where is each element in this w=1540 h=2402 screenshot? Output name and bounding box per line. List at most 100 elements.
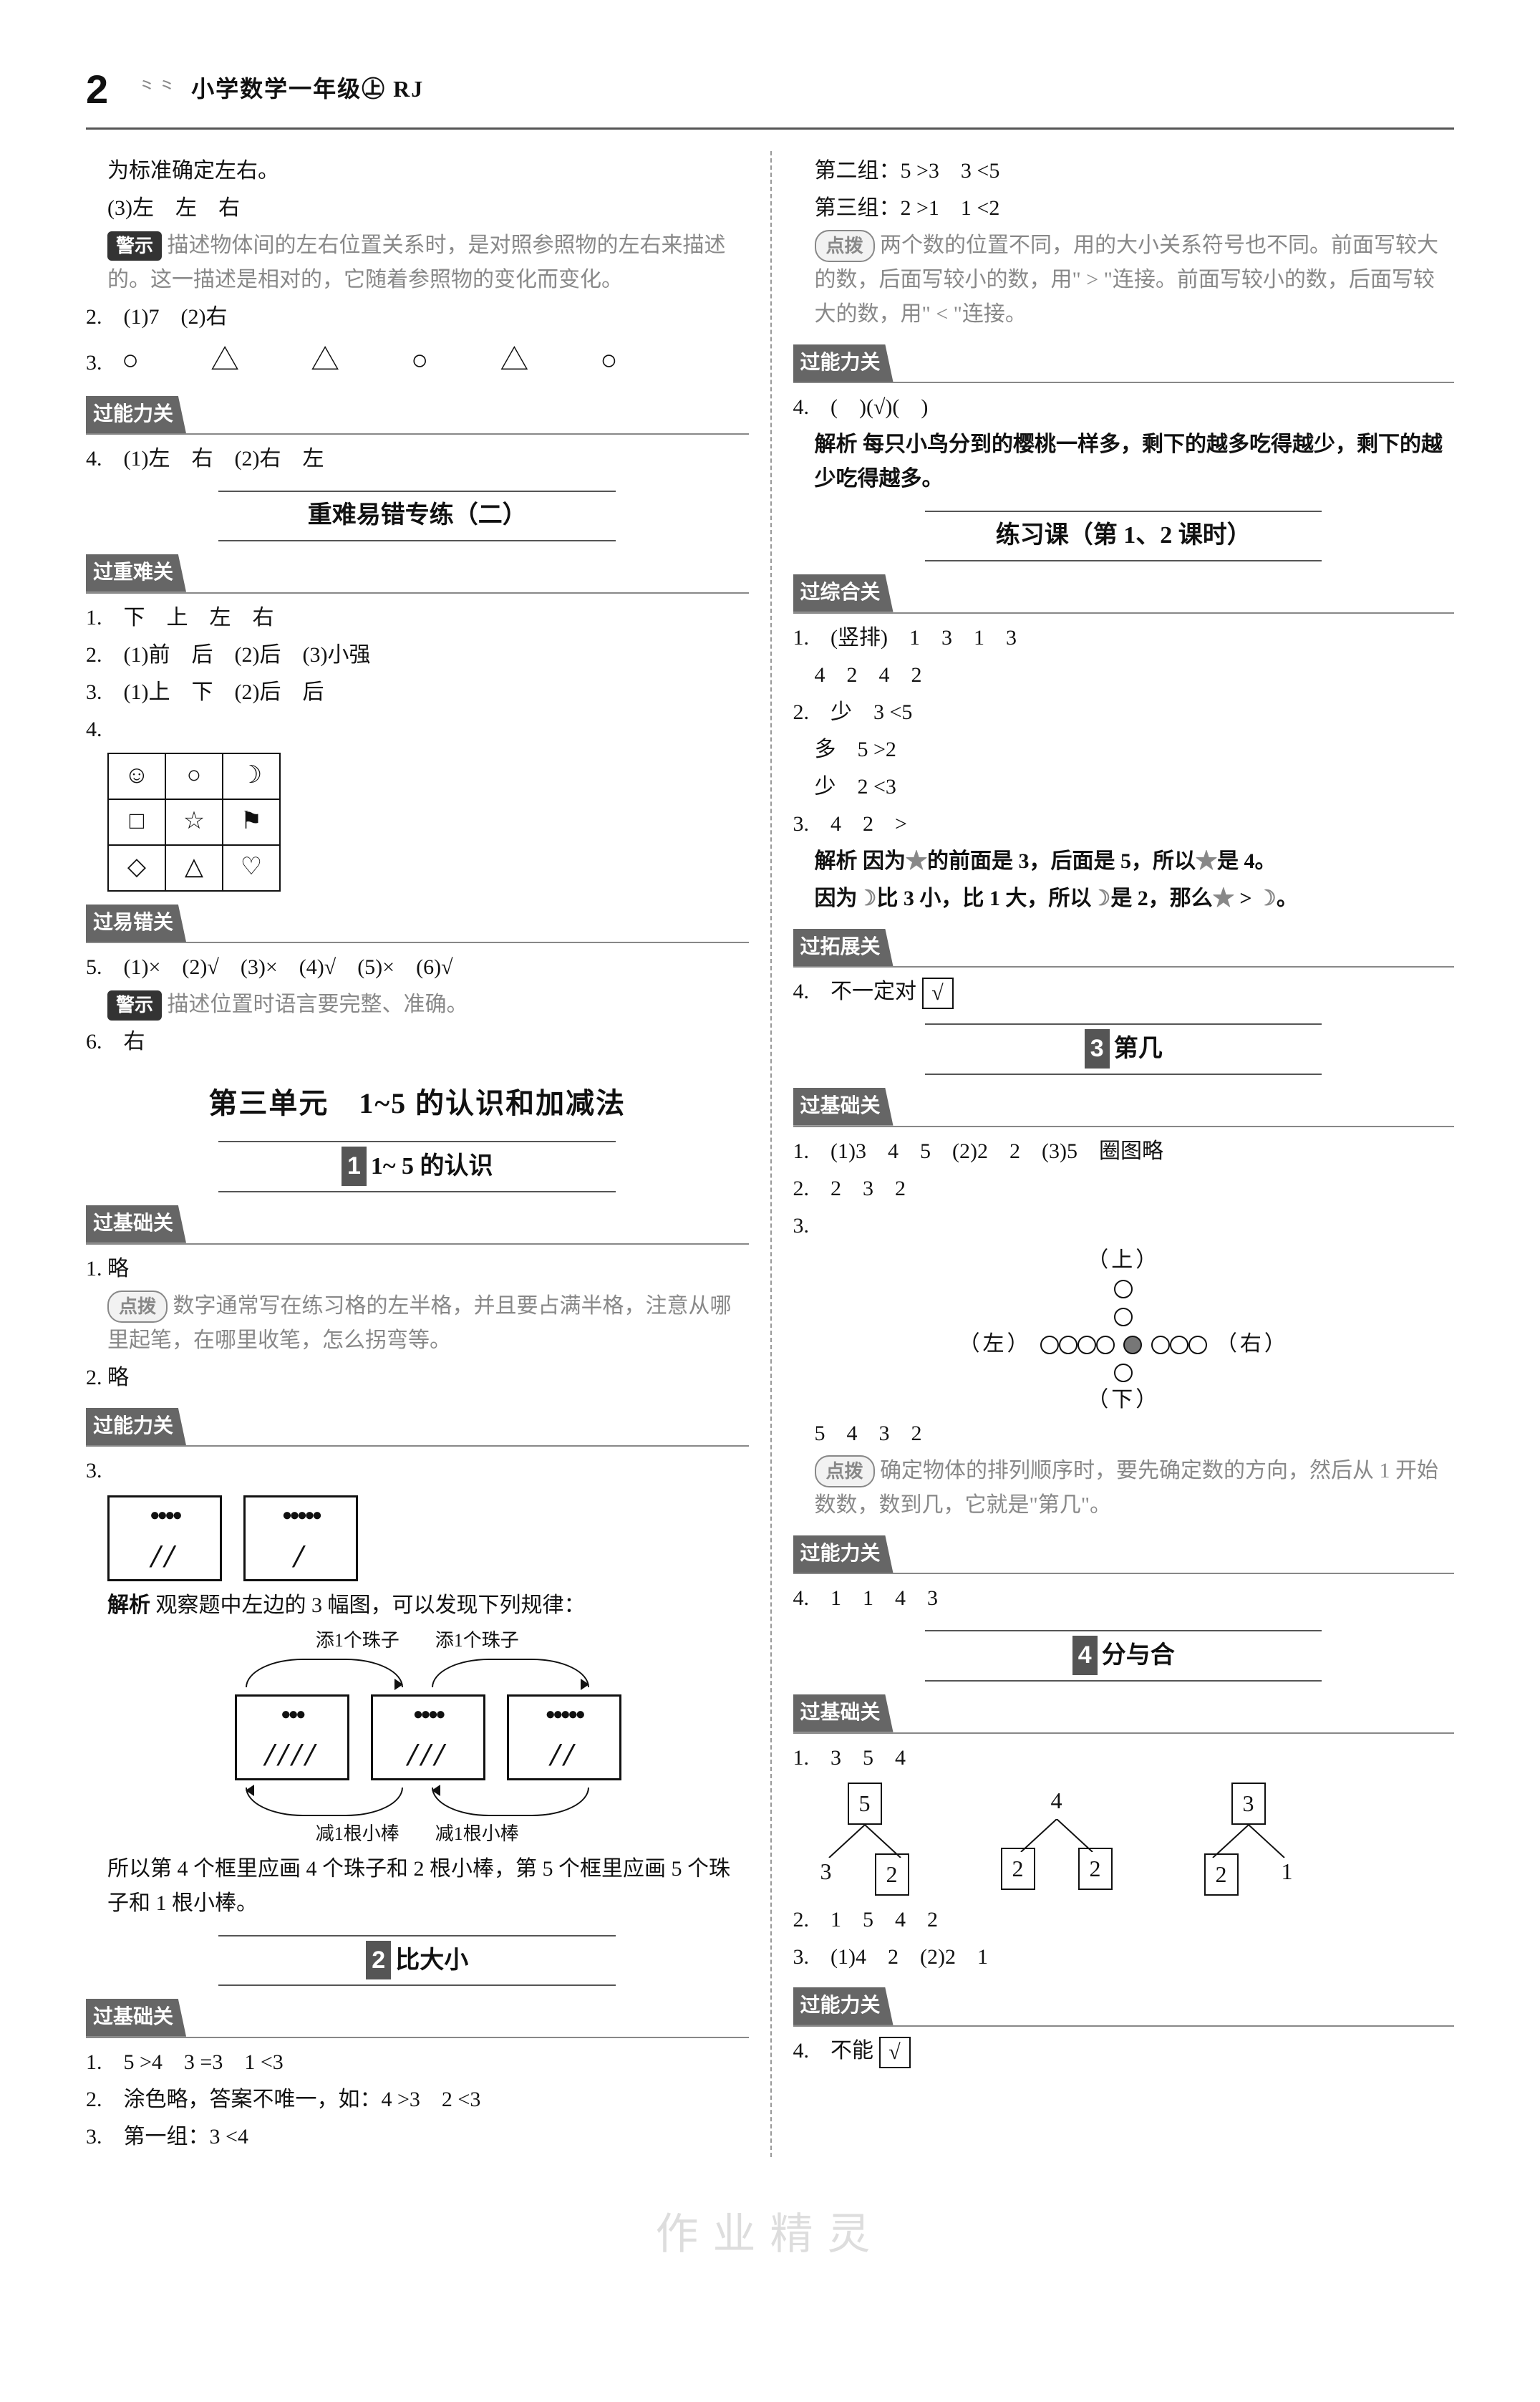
- text-line: 多 5 >2: [793, 733, 1455, 767]
- section-num: 4: [1072, 1636, 1098, 1674]
- q3-prefix: 3.: [86, 1459, 102, 1482]
- abacus-frame: ●●●////: [235, 1694, 349, 1780]
- text-line: 4. 1 1 4 3: [793, 1581, 1455, 1616]
- text-line: 少 2 <3: [793, 770, 1455, 804]
- page-number: 2: [86, 57, 108, 122]
- warn-text: 描述位置时语言要完整、准确。: [168, 993, 468, 1016]
- text-line: 1. (1)3 4 5 (2)2 2 (3)5 圈图略: [793, 1134, 1455, 1169]
- text-line: 4. (1)左 右 (2)右 左: [86, 442, 749, 476]
- unit-title: 第三单元 1~5 的认识和加减法: [86, 1081, 749, 1127]
- text-line: 2. (1)7 (2)右: [86, 300, 749, 334]
- text-line: 第二组：5 >3 3 <5: [793, 154, 1455, 188]
- text-line: 为标准确定左右。: [86, 154, 749, 188]
- title-cuolian: 重难易错专练（二）: [218, 491, 616, 541]
- q4-prefix: 4.: [86, 718, 102, 741]
- abacus-frame: ●●●●● /: [243, 1495, 358, 1581]
- text-line: 1. 3 5 4: [793, 1741, 1455, 1775]
- tip-badge: 点拨: [815, 1455, 875, 1488]
- section-tab-base: 过基础关: [793, 1694, 894, 1732]
- text-line: 4. ( )(√)( ): [793, 390, 1455, 425]
- analysis-label: 解析: [815, 849, 858, 873]
- tip-block: 点拨 确定物体的排列顺序时，要先确定数的方向，然后从 1 开始数数，数到几，它就…: [793, 1454, 1455, 1523]
- text-line: 1. 下 上 左 右: [86, 601, 749, 635]
- arc-arrow-down: [246, 1788, 403, 1816]
- section-num: 2: [366, 1941, 391, 1979]
- section-tab-ability: 过能力关: [793, 1987, 894, 2025]
- abacus-question: 3. ●●●● // ●●●●● /: [86, 1454, 749, 1581]
- star-icon: ★: [1196, 849, 1217, 873]
- text-line: 所以第 4 个框里应画 4 个珠子和 2 根小棒，第 5 个框里应画 5 个珠子…: [86, 1852, 749, 1921]
- moon-icon: ☽: [858, 887, 877, 910]
- direction-diagram: （上） （左） （右） （下）: [793, 1246, 1455, 1414]
- tip-text: 数字通常写在练习格的左半格，并且要占满半格，注意从哪里起笔，在哪里收笔，怎么拐弯…: [107, 1294, 732, 1352]
- section-tab-easyerr: 过易错关: [86, 905, 186, 942]
- arc-arrow: [246, 1659, 403, 1687]
- analysis-label: 解析: [107, 1593, 150, 1617]
- tip-block: 点拨 数字通常写在练习格的左半格，并且要占满半格，注意从哪里起笔，在哪里收笔，怎…: [86, 1289, 749, 1358]
- section-title: 4分与合: [925, 1630, 1322, 1681]
- text-line: 3. (1)4 2 (2)2 1: [793, 1940, 1455, 1974]
- text-line: 2. 略: [86, 1361, 749, 1395]
- right-column: 第二组：5 >3 3 <5 第三组：2 >1 1 <2 点拨 两个数的位置不同，…: [770, 151, 1455, 2157]
- star-icon: ★: [1213, 887, 1234, 910]
- text-line: 1. 5 >4 3 =3 1 <3: [86, 2045, 749, 2080]
- checkbox-checked: √: [922, 978, 954, 1009]
- text-line: 1. (竖排) 1 3 1 3: [793, 621, 1455, 655]
- analysis-line: 解析 因为★的前面是 3，后面是 5，所以★是 4。: [793, 844, 1455, 879]
- q3-prefix: 3.: [86, 351, 102, 375]
- tip-text: 两个数的位置不同，用的大小关系符号也不同。前面写较大的数，后面写较小的数，用" …: [815, 233, 1439, 326]
- section-title: 2比大小: [218, 1935, 616, 1986]
- warning-block: 警示 描述物体间的左右位置关系时，是对照参照物的左右来描述的。这一描述是相对的，…: [86, 228, 749, 297]
- section-tab-ability: 过能力关: [793, 1535, 894, 1573]
- moon-icon: ☽: [1257, 887, 1277, 910]
- text-line: 5 4 3 2: [793, 1417, 1455, 1451]
- section-tab-base: 过基础关: [793, 1088, 894, 1126]
- text-line: 2. 少 3 <5: [793, 695, 1455, 730]
- section-tab-ability: 过能力关: [86, 396, 186, 434]
- section-tab-base: 过基础关: [86, 1205, 186, 1243]
- text-line: 3.: [793, 1209, 1455, 1243]
- text-line: 2. 1 5 4 2: [793, 1903, 1455, 1937]
- abacus-frame: ●●●●///: [371, 1694, 485, 1780]
- text-line: 3. (1)上 下 (2)后 后: [86, 675, 749, 710]
- text-line: 4 2 4 2: [793, 658, 1455, 693]
- number-split-row: 5 32 4 22 3 21: [815, 1783, 1455, 1896]
- star-icon: ★: [906, 849, 927, 873]
- text-line: 2. 涂色略，答案不唯一，如：4 >3 2 <3: [86, 2083, 749, 2117]
- tip-block: 点拨 两个数的位置不同，用的大小关系符号也不同。前面写较大的数，后面写较小的数，…: [793, 228, 1455, 332]
- header-deco: ⺀⺀: [137, 73, 177, 105]
- abacus-frame: ●●●●●//: [507, 1694, 621, 1780]
- number-split: 5 32: [815, 1783, 915, 1896]
- analysis-line: 因为☽比 3 小，比 1 大，所以☽是 2，那么★ > ☽。: [793, 882, 1455, 916]
- text-line: (3)左 左 右: [86, 191, 749, 226]
- text-line: 6. 右: [86, 1025, 749, 1059]
- arc-arrow-down: [432, 1788, 589, 1816]
- analysis-line: 解析 每只小鸟分到的樱桃一样多，剩下的越多吃得越少，剩下的越少吃得越多。: [793, 428, 1455, 496]
- section-tab-hard: 过重难关: [86, 554, 186, 592]
- text-line: 2. 2 3 2: [793, 1172, 1455, 1206]
- number-split: 3 21: [1198, 1783, 1299, 1896]
- section-tab-ability: 过能力关: [793, 344, 894, 382]
- text-line: 第三组：2 >1 1 <2: [793, 191, 1455, 226]
- two-column-layout: 为标准确定左右。 (3)左 左 右 警示 描述物体间的左右位置关系时，是对照参照…: [86, 151, 1454, 2157]
- text-line: 1. 略: [86, 1252, 749, 1286]
- symbol-grid: ☺○☽ □☆⚑ ◇△♡: [107, 753, 281, 892]
- grid-question: 4. ☺○☽ □☆⚑ ◇△♡: [86, 713, 749, 892]
- analysis-label: 解析: [815, 433, 858, 456]
- abacus-frame: ●●●● //: [107, 1495, 222, 1581]
- number-split: 4 22: [1001, 1783, 1113, 1896]
- text-line: 4. 不能 √: [793, 2034, 1455, 2068]
- section-title: 3第几: [925, 1023, 1322, 1074]
- text-line: 5. (1)× (2)√ (3)× (4)√ (5)× (6)√: [86, 950, 749, 985]
- header-title: 小学数学一年级㊤ RJ: [191, 71, 424, 107]
- shape-sequence: ○ △ △ ○ △ ○: [107, 344, 639, 376]
- section-tab-base: 过基础关: [86, 1999, 186, 2037]
- left-column: 为标准确定左右。 (3)左 左 右 警示 描述物体间的左右位置关系时，是对照参照…: [86, 151, 770, 2157]
- arc-labels-top: 添1个珠子添1个珠子: [86, 1626, 749, 1656]
- shapes-row: 3. ○ △ △ ○ △ ○: [86, 337, 749, 383]
- warn-badge: 警示: [107, 231, 162, 261]
- tip-badge: 点拨: [107, 1291, 168, 1323]
- section-num: 3: [1085, 1029, 1110, 1068]
- tip-text: 确定物体的排列顺序时，要先确定数的方向，然后从 1 开始数数，数到几，它就是"第…: [815, 1459, 1439, 1517]
- section-num: 1: [342, 1147, 367, 1185]
